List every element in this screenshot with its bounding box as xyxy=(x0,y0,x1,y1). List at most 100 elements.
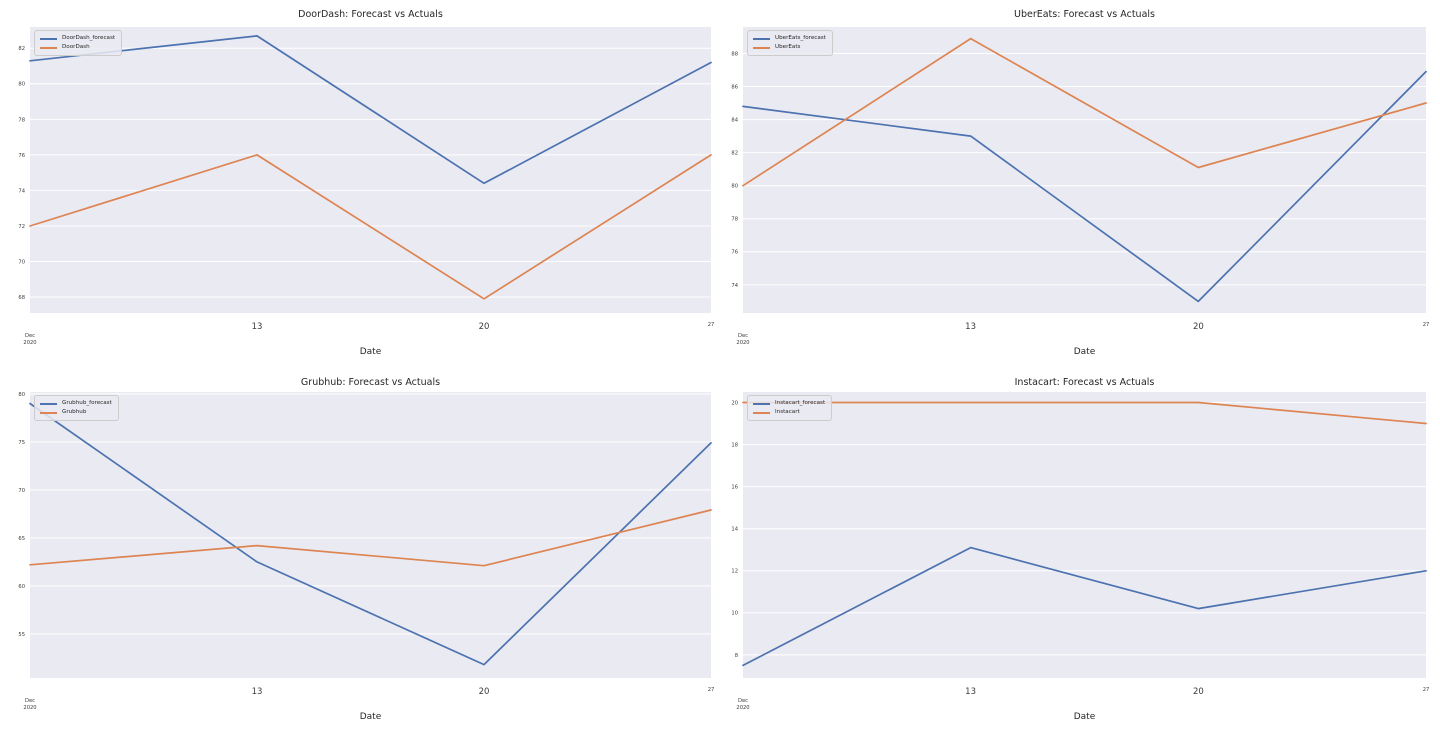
chart-cell-ubereats: 88 86 84 82 80 78 76 74 Dec 2020 13 20 27 UberEats: … xyxy=(720,0,1440,370)
y-tick-label: 55 xyxy=(18,632,25,638)
plot-background xyxy=(743,392,1426,678)
legend-label: UberEats xyxy=(775,44,801,50)
y-tick-label: 75 xyxy=(18,440,25,446)
chart-cell-grubhub: 80 75 70 65 60 55 Dec 2020 13 20 27 Grubhub: Forec… xyxy=(0,370,720,740)
y-tick-label: 76 xyxy=(18,153,25,159)
x-tick-label: 27 xyxy=(708,687,715,693)
x-tick-label: 13 xyxy=(252,687,263,697)
y-tick-label: 20 xyxy=(731,400,738,406)
legend-label: Instacart xyxy=(775,409,800,415)
series-line-UberEats xyxy=(742,37,1427,187)
y-tick-label: 16 xyxy=(731,485,738,491)
legend-entry: Grubhub_forecast xyxy=(40,399,112,408)
x-tick-label: 13 xyxy=(965,687,976,697)
chart-cell-instacart: 20 18 16 14 12 10 8 Dec 2020 13 20 27 Instacart: Fo… xyxy=(720,370,1440,740)
legend-line-swatch xyxy=(40,37,57,40)
y-tick-label: 78 xyxy=(18,117,25,123)
legend-line-swatch xyxy=(753,46,770,49)
y-tick-label: 76 xyxy=(731,250,738,256)
x-tick-label: 2020 xyxy=(736,340,749,346)
y-tick-label: 14 xyxy=(731,527,738,533)
x-tick-label: Dec xyxy=(738,333,748,339)
plot-background xyxy=(30,27,711,313)
y-tick-label: 78 xyxy=(731,217,738,223)
y-tick-label: 80 xyxy=(18,82,25,88)
series-line-DoorDash_forecast xyxy=(29,35,712,185)
y-tick-label: 12 xyxy=(731,569,738,575)
y-tick-label: 70 xyxy=(18,259,25,265)
y-tick-label: 84 xyxy=(731,118,738,124)
series-line-Grubhub_forecast xyxy=(29,402,712,666)
legend-entry: Grubhub xyxy=(40,408,112,417)
y-tick-label: 74 xyxy=(731,283,738,289)
legend-label: Instacart_forecast xyxy=(775,400,826,406)
plot-background xyxy=(743,27,1426,313)
y-tick-label: 68 xyxy=(18,295,25,301)
legend-entry: UberEats_forecast xyxy=(753,34,826,43)
chart-title-grubhub: Grubhub: Forecast vs Actuals xyxy=(300,377,441,388)
legend-label: DoorDash xyxy=(62,44,90,50)
y-tick-label: 88 xyxy=(731,51,738,57)
legend-line-swatch xyxy=(40,411,57,414)
x-tick-label: 2020 xyxy=(23,705,36,711)
plot-background xyxy=(30,392,711,678)
y-tick-label: 8 xyxy=(735,653,738,659)
chart-title-doordash: DoorDash: Forecast vs Actuals xyxy=(298,9,443,20)
chart-title-instacart: Instacart: Forecast vs Actuals xyxy=(1014,377,1155,388)
x-tick-label: 13 xyxy=(965,322,976,332)
chart-title-ubereats: UberEats: Forecast vs Actuals xyxy=(1014,9,1155,20)
legend-entry: DoorDash_forecast xyxy=(40,34,115,43)
series-line-Grubhub xyxy=(29,509,712,567)
legend-entry: Instacart xyxy=(753,408,825,417)
legend-instacart: Instacart_forecast Instacart xyxy=(747,395,833,421)
x-axis-label-doordash: Date xyxy=(359,347,382,357)
series-line-DoorDash xyxy=(29,154,712,300)
x-tick-label: 27 xyxy=(1423,322,1430,328)
legend-label: UberEats_forecast xyxy=(775,35,826,41)
legend-entry: DoorDash xyxy=(40,43,115,52)
legend-label: Grubhub xyxy=(62,409,87,415)
x-tick-label: 27 xyxy=(708,322,715,328)
y-tick-label: 65 xyxy=(18,536,25,542)
legend-entry: Instacart_forecast xyxy=(753,399,825,408)
x-axis-label-instacart: Date xyxy=(1073,712,1096,722)
y-tick-label: 72 xyxy=(18,224,25,230)
series-line-Instacart_forecast xyxy=(742,546,1427,667)
series-line-Instacart xyxy=(742,401,1427,425)
x-axis-label-grubhub: Date xyxy=(359,712,382,722)
legend-line-swatch xyxy=(753,37,770,40)
legend-line-swatch xyxy=(40,46,57,49)
x-axis-label-ubereats: Date xyxy=(1073,347,1096,357)
x-tick-label: Dec xyxy=(738,698,748,704)
legend-line-swatch xyxy=(753,402,770,405)
y-tick-label: 10 xyxy=(731,611,738,617)
y-tick-label: 80 xyxy=(731,184,738,190)
legend-ubereats: UberEats_forecast UberEats xyxy=(747,30,833,56)
x-tick-label: 2020 xyxy=(736,705,749,711)
chart-cell-doordash: 82 80 78 76 74 72 70 68 Dec 2020 13 20 27 DoorDash: … xyxy=(0,0,720,370)
legend-line-swatch xyxy=(40,402,57,405)
series-line-UberEats_forecast xyxy=(742,70,1427,303)
legend-line-swatch xyxy=(753,411,770,414)
y-tick-label: 74 xyxy=(18,188,25,194)
x-tick-label: 20 xyxy=(479,687,490,697)
y-tick-label: 82 xyxy=(731,151,738,157)
x-tick-label: 27 xyxy=(1423,687,1430,693)
x-tick-label: 20 xyxy=(1193,687,1204,697)
y-tick-label: 86 xyxy=(731,84,738,90)
y-tick-label: 80 xyxy=(18,392,25,398)
y-tick-label: 60 xyxy=(18,584,25,590)
x-tick-label: 13 xyxy=(252,322,263,332)
legend-label: Grubhub_forecast xyxy=(62,400,112,406)
x-tick-label: Dec xyxy=(25,698,35,704)
legend-doordash: DoorDash_forecast DoorDash xyxy=(34,30,123,56)
x-tick-label: 20 xyxy=(1193,322,1204,332)
y-tick-label: 18 xyxy=(731,443,738,449)
y-tick-label: 70 xyxy=(18,488,25,494)
x-tick-label: 2020 xyxy=(23,340,36,346)
